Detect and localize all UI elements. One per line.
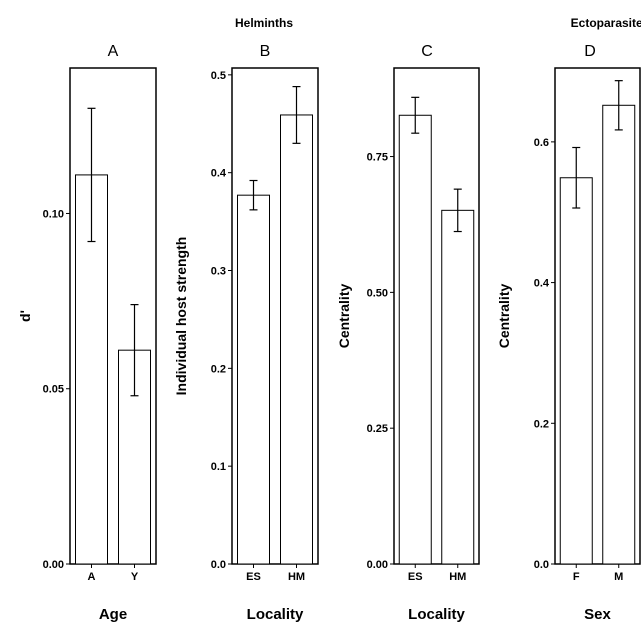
group-title-ectoparasites: Ectoparasites [571,16,641,30]
panel-c: C 0.00 0.25 0.50 0.75 Centrality ES HM Locality [336,43,480,623]
panel-d-ytick-label: 0.0 [534,559,549,571]
panel-c-ylabel: Centrality [336,284,352,349]
panel-b-ytick-label: 0.1 [211,461,226,473]
panel-c-ytick-label: 0.25 [367,423,388,435]
panel-a-xtick-label-a: A [88,571,96,583]
panel-d-bar-f [559,177,593,565]
panel-b-xtick-label-hm: HM [288,571,305,583]
group-title-helminths: Helminths [235,16,293,30]
panel-a: A 0.00 0.05 0.10 d' A Y Age [17,43,157,623]
panel-b-ytick-label: 0.3 [211,266,226,278]
panel-b-ytick-label: 0.0 [211,559,226,571]
panel-d-bar-m [602,104,636,565]
panel-a-ytick-label: 0.05 [43,384,64,396]
panel-b-title: B [260,43,271,60]
panel-c-ytick-label: 0.00 [367,559,388,571]
chart-panels: A 0.00 0.05 0.10 d' A Y Age B 0.0 0.1 0.2 0.3 0.4 0.5 I… [17,43,641,623]
panel-b: B 0.0 0.1 0.2 0.3 0.4 0.5 Individual host stren… [173,43,319,623]
panel-d-frame [554,67,641,565]
panel-a-ytick-label: 0.00 [43,559,64,571]
panel-c-xtick-label-hm: HM [449,571,466,583]
panel-b-bar-hm [280,114,313,565]
panel-d: D 0.0 0.2 0.4 0.6 Centrality F M Sex [496,43,641,623]
panel-c-xtick-label-es: ES [408,571,423,583]
panel-d-ytick-label: 0.2 [534,418,549,430]
panel-b-xtick-label-es: ES [246,571,261,583]
panel-c-ytick-label: 0.50 [367,287,388,299]
panel-d-title: D [584,43,596,60]
panel-a-xlabel: Age [99,606,127,623]
panel-c-bar-es [398,114,432,565]
panel-d-ytick-label: 0.4 [534,278,550,290]
panel-c-ytick-label: 0.75 [367,152,388,164]
panel-c-bar-hm [441,209,475,565]
panel-a-xtick-label-y: Y [131,571,139,583]
panel-d-xlabel: Sex [584,606,611,623]
panel-b-frame [231,67,319,565]
panel-d-xtick-label-f: F [573,571,580,583]
panel-b-bar-es [237,194,270,565]
panel-a-ytick-label: 0.10 [43,208,64,220]
panel-a-ylabel: d' [17,310,33,322]
panel-a-title: A [108,43,119,60]
panel-b-ylabel: Individual host strength [173,237,189,396]
panel-b-ytick-label: 0.2 [211,363,226,375]
panel-a-frame [69,67,157,565]
panel-b-xlabel: Locality [247,606,304,623]
panel-b-ytick-label: 0.4 [211,168,227,180]
panel-b-ytick-label: 0.5 [211,70,226,82]
panel-d-ylabel: Centrality [496,284,512,349]
panel-c-title: C [421,43,433,60]
panel-c-frame [393,67,480,565]
panel-d-ytick-label: 0.6 [534,137,549,149]
panel-c-xlabel: Locality [408,606,465,623]
panel-d-xtick-label-m: M [614,571,623,583]
